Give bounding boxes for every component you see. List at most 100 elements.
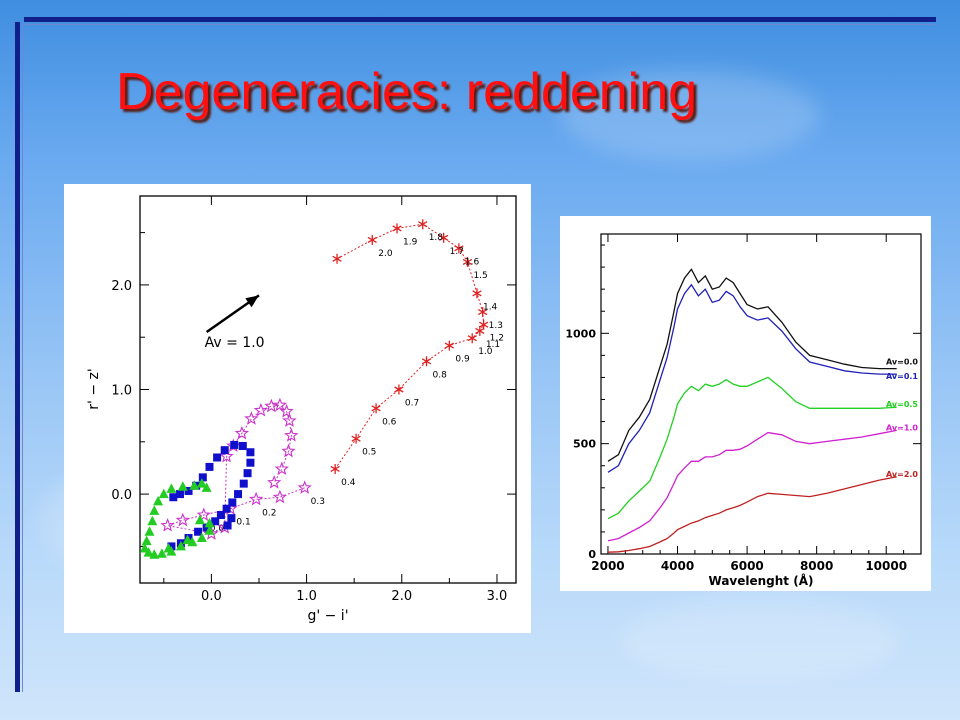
x-axis-label: g' − i'	[307, 608, 348, 624]
slide-title: Degeneracies: reddening	[116, 63, 698, 121]
series-label: Av=2.0	[886, 470, 918, 479]
triangle-marker	[201, 482, 212, 492]
triangle-marker	[166, 483, 177, 493]
triangle-marker	[153, 495, 164, 506]
triangle-marker	[143, 547, 154, 557]
asterisk-marker	[332, 253, 342, 264]
redshift-label: 2.0	[378, 249, 393, 259]
star-marker	[196, 507, 211, 522]
square-marker	[234, 490, 243, 499]
x-tick-label: 1.0	[296, 589, 317, 604]
triangle-marker	[141, 535, 152, 546]
redshift-label: 0.6	[382, 417, 397, 427]
square-marker	[175, 490, 184, 499]
redshift-label: 1.7	[450, 247, 464, 257]
square-marker	[184, 486, 193, 495]
square-marker	[169, 493, 178, 502]
triangle-marker	[204, 525, 215, 535]
spectra-plot-panel: 2000 4000 6000 8000 10000 0 500 1000 Av=0.0 Av=0…	[560, 216, 931, 591]
star-marker	[160, 517, 175, 532]
x-tick-label: 2.0	[391, 589, 412, 604]
redshift-label: 1.4	[483, 302, 498, 312]
square-marker	[238, 441, 247, 450]
square-marker	[194, 527, 203, 536]
spectrum-line	[607, 429, 897, 542]
series-label: Av=0.5	[886, 400, 918, 409]
spectrum-line	[607, 376, 897, 520]
asterisk-marker	[418, 219, 428, 230]
asterisk-marker	[394, 384, 404, 395]
star-track-line	[165, 404, 305, 535]
triangle-marker	[149, 505, 160, 515]
triangle-marker	[196, 478, 207, 488]
spectrum-line	[607, 283, 897, 473]
color-color-plot-panel: 0.0 1.0 2.0 3.0 0.0 1.0 2.0 0.4 0.5 0.6 0.7 0.8 0.9…	[64, 184, 531, 633]
redshift-label: 0.7	[405, 399, 419, 409]
redshift-label: 1.5	[473, 271, 487, 281]
asterisk-marker	[392, 223, 402, 234]
triangle-marker	[175, 540, 186, 551]
redshift-label: 1.8	[429, 233, 444, 243]
triangle-marker	[196, 532, 207, 543]
asterisk-marker	[351, 433, 361, 444]
star-marker	[264, 398, 279, 413]
color-color-plot: 0.0 1.0 2.0 3.0 0.0 1.0 2.0 0.4 0.5 0.6 0.7 0.8 0.9…	[86, 195, 517, 624]
redshift-label: 0.9	[455, 355, 470, 365]
star-marker	[219, 448, 234, 463]
redshift-label: 0.3	[311, 497, 325, 507]
left-rule	[15, 22, 20, 692]
square-marker	[198, 473, 207, 482]
asterisk-track-line	[334, 223, 485, 470]
series-label: Av=0.0	[886, 358, 918, 367]
y-axis-label: r' − z'	[86, 368, 102, 409]
star-marker	[267, 475, 282, 489]
asterisk-marker	[454, 243, 464, 254]
redshift-label: 0.2	[262, 508, 276, 518]
x-tick-label: 3.0	[487, 589, 508, 604]
star-marker	[175, 512, 190, 527]
series-label: Av=0.1	[886, 372, 918, 381]
square-marker	[216, 511, 225, 520]
star-marker	[284, 428, 299, 442]
redshift-label: 1.1	[486, 340, 500, 350]
star-marker	[244, 411, 259, 425]
asterisk-marker	[462, 256, 473, 267]
av-arrow-head	[245, 295, 259, 308]
asterisk-marker	[439, 232, 449, 243]
x-tick-label: 8000	[800, 559, 833, 573]
square-marker	[239, 479, 248, 488]
triangle-marker	[149, 549, 160, 559]
square-marker	[223, 521, 232, 530]
redshift-label: 0.1	[236, 518, 250, 528]
x-tick-label: 4000	[661, 559, 694, 573]
asterisk-marker	[478, 307, 488, 318]
x-tick-label: 6000	[730, 559, 763, 573]
triangle-marker	[182, 534, 193, 545]
asterisk-marker	[472, 288, 482, 299]
triangle-marker	[144, 526, 155, 536]
x-tick-label: 2000	[591, 559, 624, 573]
square-marker	[220, 446, 229, 455]
star-marker	[281, 443, 296, 458]
triangle-marker	[158, 488, 169, 499]
redshift-label: 0.0	[210, 524, 225, 534]
square-marker	[243, 469, 252, 478]
asterisk-marker	[478, 319, 489, 330]
square-marker	[230, 440, 239, 449]
star-marker	[234, 425, 250, 440]
square-marker	[246, 448, 255, 457]
top-rule	[24, 17, 936, 22]
square-marker	[228, 498, 237, 507]
asterisk-marker	[467, 333, 477, 344]
asterisk-marker	[330, 463, 340, 474]
square-marker	[246, 458, 255, 467]
asterisk-marker	[371, 403, 381, 414]
spectrum-line	[607, 268, 897, 462]
x-tick-label: 0.0	[201, 589, 222, 604]
asterisk-marker	[421, 356, 432, 367]
star-marker	[248, 491, 264, 506]
redshift-label: 1.6	[465, 257, 480, 267]
star-marker	[272, 397, 288, 412]
y-tick-label: 500	[573, 438, 596, 451]
asterisk-marker	[367, 234, 377, 245]
